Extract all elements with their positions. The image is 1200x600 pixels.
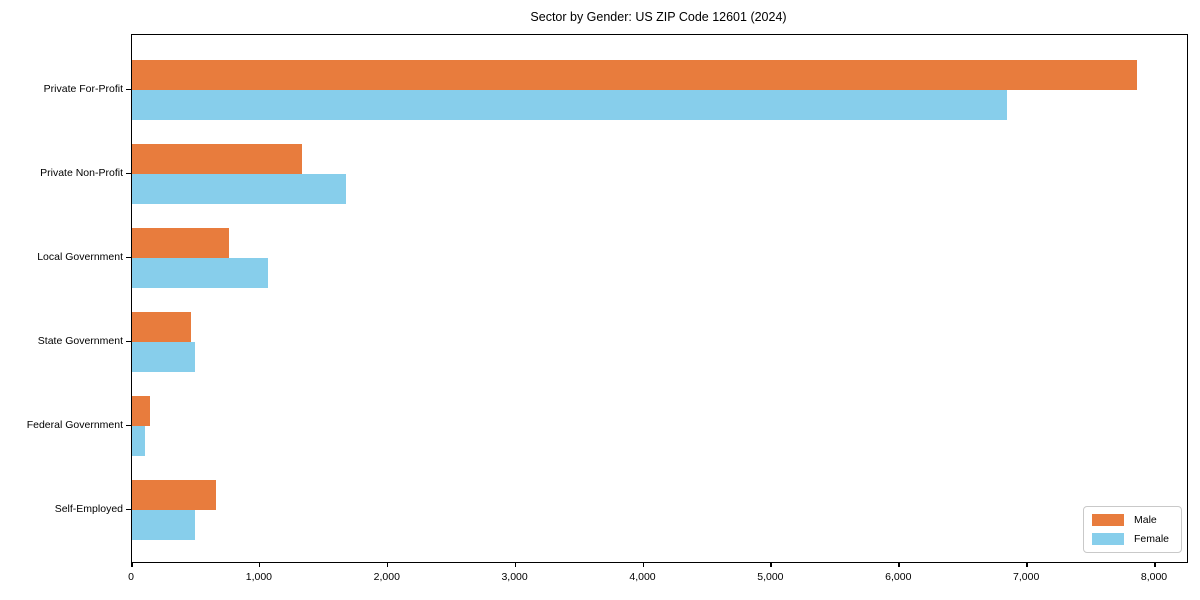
bar-female-local-government: [132, 257, 268, 288]
legend-label-female: Female: [1133, 533, 1169, 545]
x-tick-mark: [514, 562, 517, 567]
y-tick-label-self-employed: Self-Employed: [54, 502, 123, 515]
x-tick-mark: [898, 562, 900, 567]
y-tick-label-private-for-profit: Private For-Profit: [43, 82, 123, 95]
x-tick-mark: [258, 562, 261, 567]
x-tick-label-1-000: 1,000: [245, 571, 273, 583]
bar-male-private-non-profit: [132, 143, 303, 174]
y-tick-label-private-non-profit: Private Non-Profit: [40, 166, 123, 179]
y-tick-mark: [126, 172, 131, 174]
x-tick-label-0: 0: [128, 571, 134, 583]
x-tick-mark: [131, 562, 133, 567]
legend-swatch-male: [1091, 514, 1124, 526]
y-tick-mark: [126, 256, 131, 258]
y-tick-mark: [126, 88, 131, 90]
y-tick-mark: [126, 340, 131, 342]
x-tick-mark: [642, 562, 644, 567]
bar-female-self-employed: [132, 509, 195, 540]
x-tick-label-3-000: 3,000: [501, 571, 528, 583]
bar-female-state-government: [132, 341, 195, 372]
y-tick-label-federal-government: Federal Government: [26, 418, 123, 431]
x-tick-mark: [1026, 562, 1028, 567]
x-tick-label-7-000: 7,000: [1013, 571, 1040, 583]
bar-male-federal-government: [132, 395, 150, 426]
legend-item-male: Male: [1091, 514, 1169, 526]
legend-swatch-female: [1091, 533, 1124, 545]
x-tick-label-2-000: 2,000: [373, 571, 400, 583]
x-tick-mark: [386, 562, 389, 567]
legend-label-male: Male: [1133, 514, 1157, 526]
plot-area: [131, 34, 1188, 563]
x-tick-label-5-000: 5,000: [757, 571, 784, 583]
bar-male-state-government: [132, 311, 191, 342]
y-tick-label-state-government: State Government: [37, 334, 123, 347]
bar-female-private-non-profit: [132, 173, 346, 204]
y-tick-mark: [126, 508, 131, 510]
y-tick-mark: [126, 424, 131, 426]
x-tick-label-8-000: 8,000: [1140, 571, 1168, 583]
y-tick-label-local-government: Local Government: [37, 250, 123, 263]
bar-male-private-for-profit: [132, 59, 1138, 90]
x-tick-mark: [770, 562, 772, 567]
legend: Male Female: [1082, 506, 1182, 553]
x-tick-label-4-000: 4,000: [629, 571, 656, 583]
bar-female-private-for-profit: [132, 89, 1007, 120]
bar-female-federal-government: [132, 425, 145, 456]
bar-male-self-employed: [132, 479, 217, 510]
x-tick-mark: [1154, 562, 1156, 567]
bar-male-local-government: [132, 227, 230, 258]
chart-title: Sector by Gender: US ZIP Code 12601 (202…: [530, 10, 787, 24]
x-tick-label-6-000: 6,000: [885, 571, 912, 583]
legend-item-female: Female: [1091, 533, 1169, 545]
